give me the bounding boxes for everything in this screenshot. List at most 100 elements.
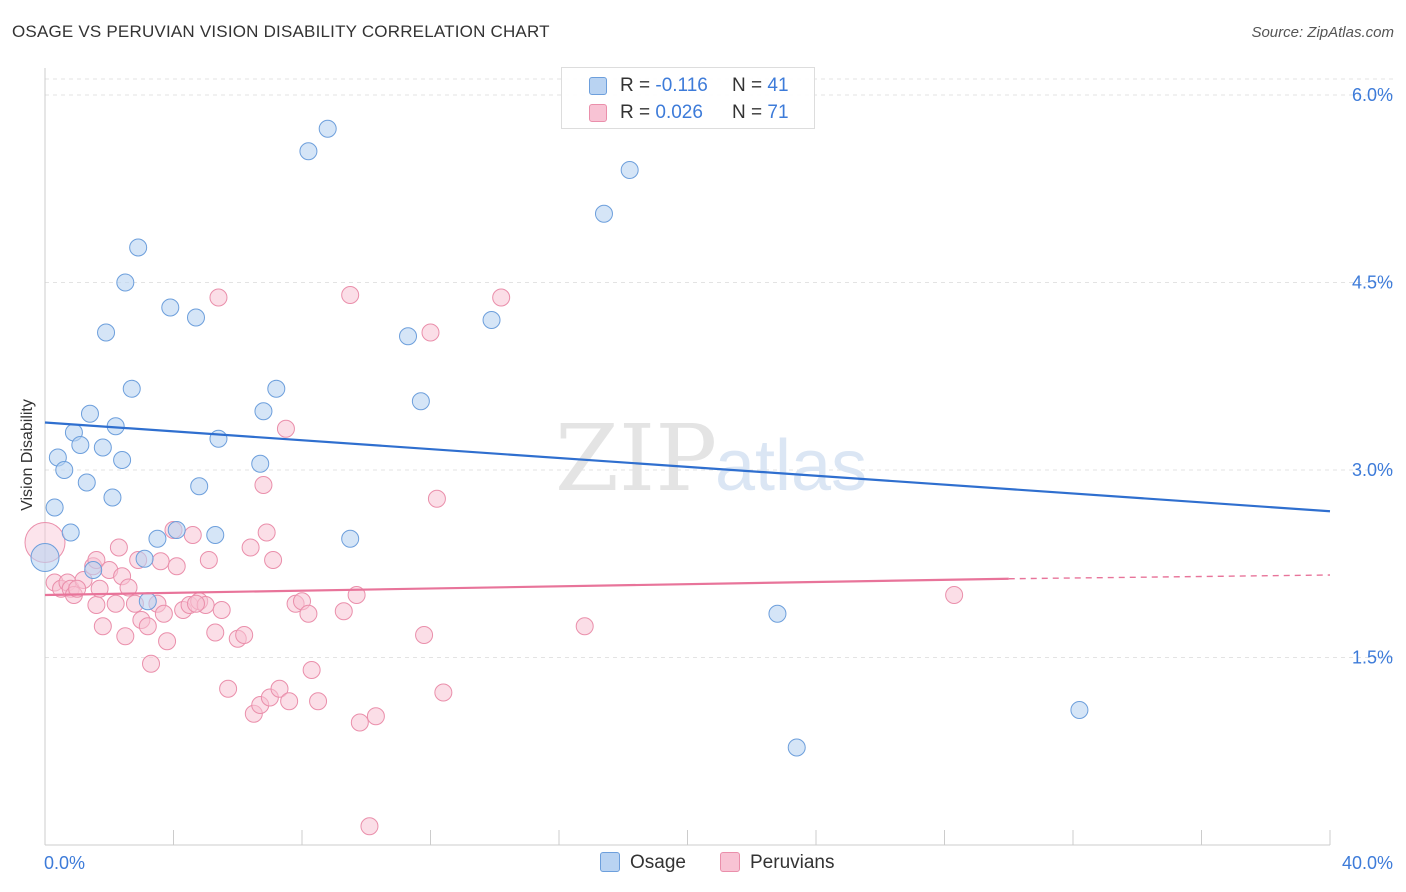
- peruvians-point: [87, 596, 106, 614]
- chart-title: OSAGE VS PERUVIAN VISION DISABILITY CORR…: [12, 22, 550, 41]
- peruvians-swatch: [589, 104, 607, 122]
- peruvians-point: [299, 604, 318, 623]
- peruvians-point: [93, 617, 112, 636]
- osage-point: [97, 323, 116, 342]
- tick-labels: 1.5% 3.0% 4.5% 6.0% 0.0% 40.0%: [44, 85, 1393, 873]
- peruvians-point: [142, 654, 161, 673]
- watermark-atlas: atlas: [715, 426, 867, 506]
- watermark: ZIP atlas: [555, 405, 867, 512]
- osage-legend-swatch: [600, 852, 620, 872]
- peruvians-point: [235, 626, 254, 644]
- x-tick-label-max: 40.0%: [1342, 853, 1393, 873]
- peruvians-point: [212, 601, 231, 619]
- osage-point: [84, 561, 103, 579]
- osage-points: [30, 119, 1089, 757]
- peruvians-point: [341, 286, 360, 304]
- osage-point: [1070, 701, 1089, 719]
- peruvians-point: [415, 626, 434, 644]
- peruvians-n-value: 71: [767, 102, 789, 123]
- osage-point: [299, 142, 318, 161]
- peruvians-r-value: 0.026: [655, 102, 703, 123]
- osage-trend-line: [44, 421, 1331, 513]
- gridlines: [45, 78, 1395, 658]
- y-tick-label: 4.5%: [1352, 273, 1393, 293]
- osage-point: [71, 436, 90, 454]
- peruvians-point: [138, 617, 157, 636]
- osage-point: [787, 738, 806, 757]
- osage-point: [318, 119, 337, 138]
- peruvians-point: [334, 602, 353, 621]
- peruvians-points: [24, 286, 964, 836]
- osage-point: [45, 498, 64, 517]
- osage-point: [206, 526, 225, 544]
- peruvians-point: [270, 679, 289, 698]
- osage-r-value: -0.116: [655, 75, 708, 96]
- osage-point: [77, 473, 96, 492]
- peruvians-point: [360, 817, 379, 836]
- osage-point: [61, 523, 80, 542]
- peruvians-point: [257, 523, 276, 542]
- osage-swatch: [589, 77, 607, 95]
- peruvians-point: [219, 679, 238, 698]
- peruvians-point: [68, 579, 87, 598]
- peruvians-point: [350, 713, 369, 732]
- correlation-legend: R = -0.116 N = 41 R = 0.026 N = 71: [561, 67, 815, 129]
- osage-point: [167, 521, 186, 539]
- osage-point: [148, 529, 167, 548]
- peruvians-point: [151, 552, 170, 571]
- y-tick-label: 3.0%: [1352, 460, 1393, 480]
- osage-point: [93, 438, 112, 457]
- peruvians-n-label: N =: [732, 102, 768, 123]
- peruvians-point: [183, 526, 202, 544]
- osage-point: [113, 451, 132, 469]
- osage-point: [80, 404, 99, 423]
- chart-source: Source: ZipAtlas.com: [1251, 24, 1394, 41]
- y-tick-label: 1.5%: [1352, 648, 1393, 668]
- peruvians-point: [167, 557, 186, 576]
- osage-point: [482, 311, 501, 329]
- peruvians-point: [109, 538, 128, 557]
- peruvians-point: [945, 586, 964, 604]
- peruvians-point: [264, 551, 283, 569]
- legend-item-peruvians[interactable]: Peruvians: [720, 852, 835, 874]
- peruvians-point: [309, 692, 328, 711]
- peruvians-trend-extension: [1008, 574, 1331, 580]
- peruvians-point: [276, 419, 295, 438]
- peruvians-point: [241, 538, 260, 557]
- peruvians-point: [158, 632, 177, 651]
- peruvians-point: [302, 661, 321, 679]
- osage-point: [341, 529, 360, 548]
- legend-item-osage[interactable]: Osage: [600, 852, 686, 874]
- osage-point: [411, 392, 430, 411]
- axes: [44, 68, 1331, 846]
- y-axis-label: Vision Disability: [19, 399, 36, 511]
- osage-point: [129, 238, 148, 257]
- peruvians-legend-swatch: [720, 852, 740, 872]
- osage-point: [620, 161, 639, 179]
- trend-lines: [44, 421, 1331, 597]
- osage-point: [190, 477, 209, 496]
- osage-r-label: R =: [620, 75, 656, 96]
- legend-row-peruvians: R = 0.026 N = 71: [562, 100, 814, 128]
- peruvians-point: [575, 617, 594, 636]
- osage-n-label: N =: [732, 75, 768, 96]
- osage-point: [55, 461, 74, 479]
- peruvians-point: [209, 288, 228, 307]
- osage-point: [267, 379, 286, 398]
- peruvians-point: [280, 692, 299, 711]
- osage-point: [161, 298, 180, 317]
- peruvians-point: [427, 489, 446, 508]
- peruvians-point: [119, 578, 138, 597]
- legend-row-osage: R = -0.116 N = 41: [562, 73, 814, 101]
- osage-point: [186, 308, 205, 327]
- peruvians-point: [206, 623, 225, 642]
- osage-point: [122, 379, 141, 398]
- peruvians-point: [366, 707, 385, 726]
- osage-legend-label: Osage: [630, 852, 686, 873]
- peruvians-point: [421, 323, 440, 342]
- peruvians-trend-line: [44, 577, 1009, 597]
- peruvians-point: [434, 683, 453, 702]
- peruvians-point: [116, 627, 135, 646]
- osage-n-value: 41: [767, 75, 789, 96]
- osage-point: [135, 549, 154, 568]
